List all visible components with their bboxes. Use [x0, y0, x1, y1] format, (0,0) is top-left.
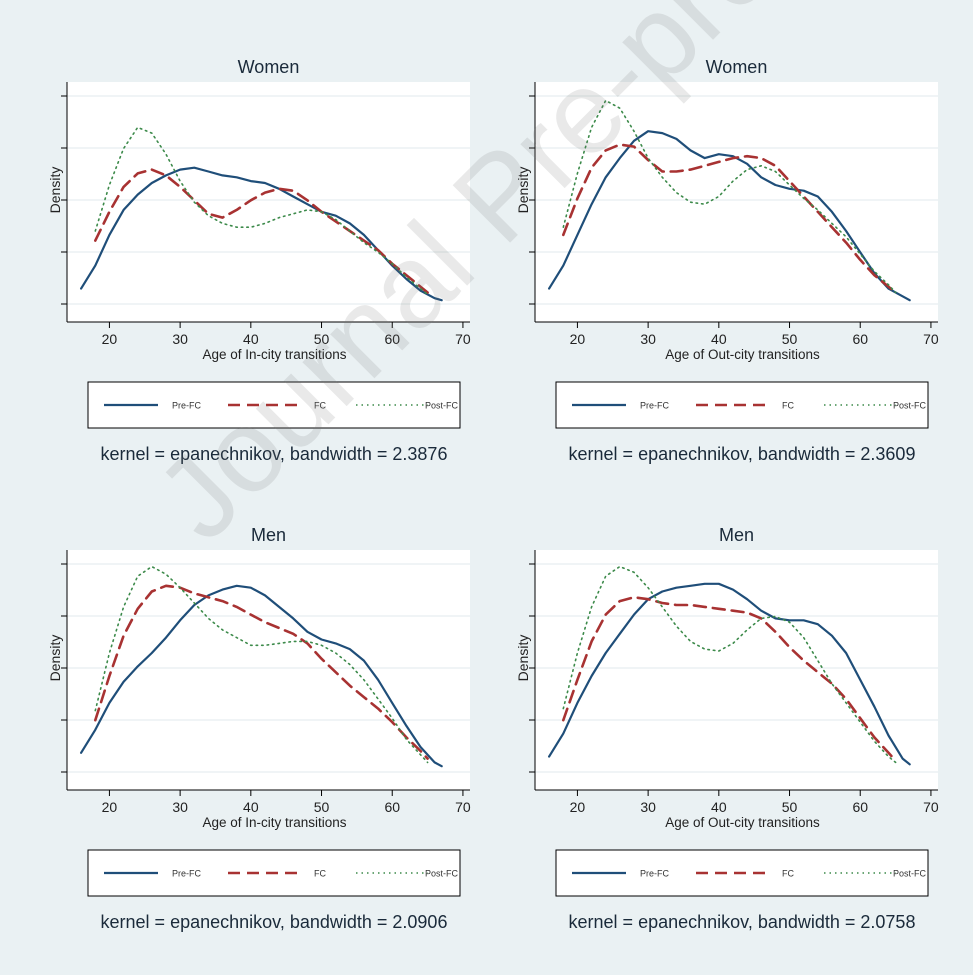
- x-tick-label: 30: [640, 331, 656, 347]
- chart-title: Women: [706, 57, 768, 77]
- series-line: [94, 565, 429, 764]
- legend-label: Post-FC: [425, 869, 459, 879]
- y-axis-label: Density: [515, 167, 531, 214]
- series-line: [80, 584, 443, 768]
- x-tick-label: 50: [314, 799, 330, 815]
- x-tick-label: 50: [782, 331, 798, 347]
- x-tick-label: 60: [852, 331, 868, 347]
- x-tick-label: 50: [782, 799, 798, 815]
- chart-panel: 20 30 40 50 60 70 Men Age of In-city transition…: [47, 525, 471, 932]
- legend-label: FC: [782, 869, 794, 879]
- x-tick-label: 50: [314, 331, 330, 347]
- legend-label: Pre-FC: [640, 869, 670, 879]
- x-tick-label: 40: [243, 331, 259, 347]
- legend-label: Post-FC: [893, 869, 927, 879]
- x-tick-label: 70: [923, 799, 939, 815]
- x-tick-label: 40: [711, 799, 727, 815]
- x-tick-label: 30: [172, 799, 188, 815]
- legend-label: Post-FC: [425, 401, 459, 411]
- kernel-note: kernel = epanechnikov, bandwidth = 2.360…: [569, 444, 916, 464]
- plot-area: [67, 82, 470, 322]
- series-line: [562, 99, 897, 294]
- legend-label: Pre-FC: [172, 401, 202, 411]
- legend-label: Pre-FC: [172, 869, 202, 879]
- kernel-note: kernel = epanechnikov, bandwidth = 2.387…: [101, 444, 448, 464]
- x-axis-label: Age of Out-city transitions: [665, 815, 820, 830]
- series-line: [94, 126, 429, 296]
- chart-title: Men: [719, 525, 754, 545]
- x-tick-label: 70: [923, 331, 939, 347]
- chart-panel: 20 30 40 50 60 70 Women Age of Out-city transit…: [515, 57, 939, 464]
- x-tick-label: 20: [102, 799, 118, 815]
- chart-panel: 20 30 40 50 60 70 Women Age of In-city transiti…: [47, 57, 471, 464]
- plot-area: [67, 550, 470, 790]
- kernel-note: kernel = epanechnikov, bandwidth = 2.090…: [101, 912, 448, 932]
- chart-panel: 20 30 40 50 60 70 Men Age of Out-city transitio…: [515, 525, 939, 932]
- legend-label: FC: [782, 401, 794, 411]
- x-tick-label: 70: [455, 331, 471, 347]
- series-line: [548, 130, 911, 302]
- series-line: [562, 565, 897, 764]
- legend-label: FC: [314, 869, 326, 879]
- x-tick-label: 60: [384, 331, 400, 347]
- series-line: [548, 582, 911, 766]
- x-tick-label: 40: [711, 331, 727, 347]
- legend-label: FC: [314, 401, 326, 411]
- x-tick-label: 20: [570, 331, 586, 347]
- chart-title: Men: [251, 525, 286, 545]
- x-tick-label: 30: [640, 799, 656, 815]
- x-tick-label: 40: [243, 799, 259, 815]
- plot-area: [535, 550, 938, 790]
- kernel-note: kernel = epanechnikov, bandwidth = 2.075…: [569, 912, 916, 932]
- x-axis-label: Age of In-city transitions: [202, 347, 346, 362]
- legend-label: Post-FC: [893, 401, 927, 411]
- series-line: [94, 584, 429, 760]
- series-line: [94, 168, 429, 294]
- x-axis-label: Age of In-city transitions: [202, 815, 346, 830]
- y-axis-label: Density: [47, 167, 63, 214]
- x-tick-label: 60: [384, 799, 400, 815]
- chart-title: Women: [238, 57, 300, 77]
- series-line: [562, 596, 897, 762]
- x-tick-label: 20: [102, 331, 118, 347]
- x-tick-label: 70: [455, 799, 471, 815]
- y-axis-label: Density: [515, 635, 531, 682]
- plot-area: [535, 82, 938, 322]
- y-axis-label: Density: [47, 635, 63, 682]
- x-tick-label: 60: [852, 799, 868, 815]
- x-axis-label: Age of Out-city transitions: [665, 347, 820, 362]
- x-tick-label: 20: [570, 799, 586, 815]
- x-tick-label: 30: [172, 331, 188, 347]
- series-line: [562, 143, 897, 294]
- legend-label: Pre-FC: [640, 401, 670, 411]
